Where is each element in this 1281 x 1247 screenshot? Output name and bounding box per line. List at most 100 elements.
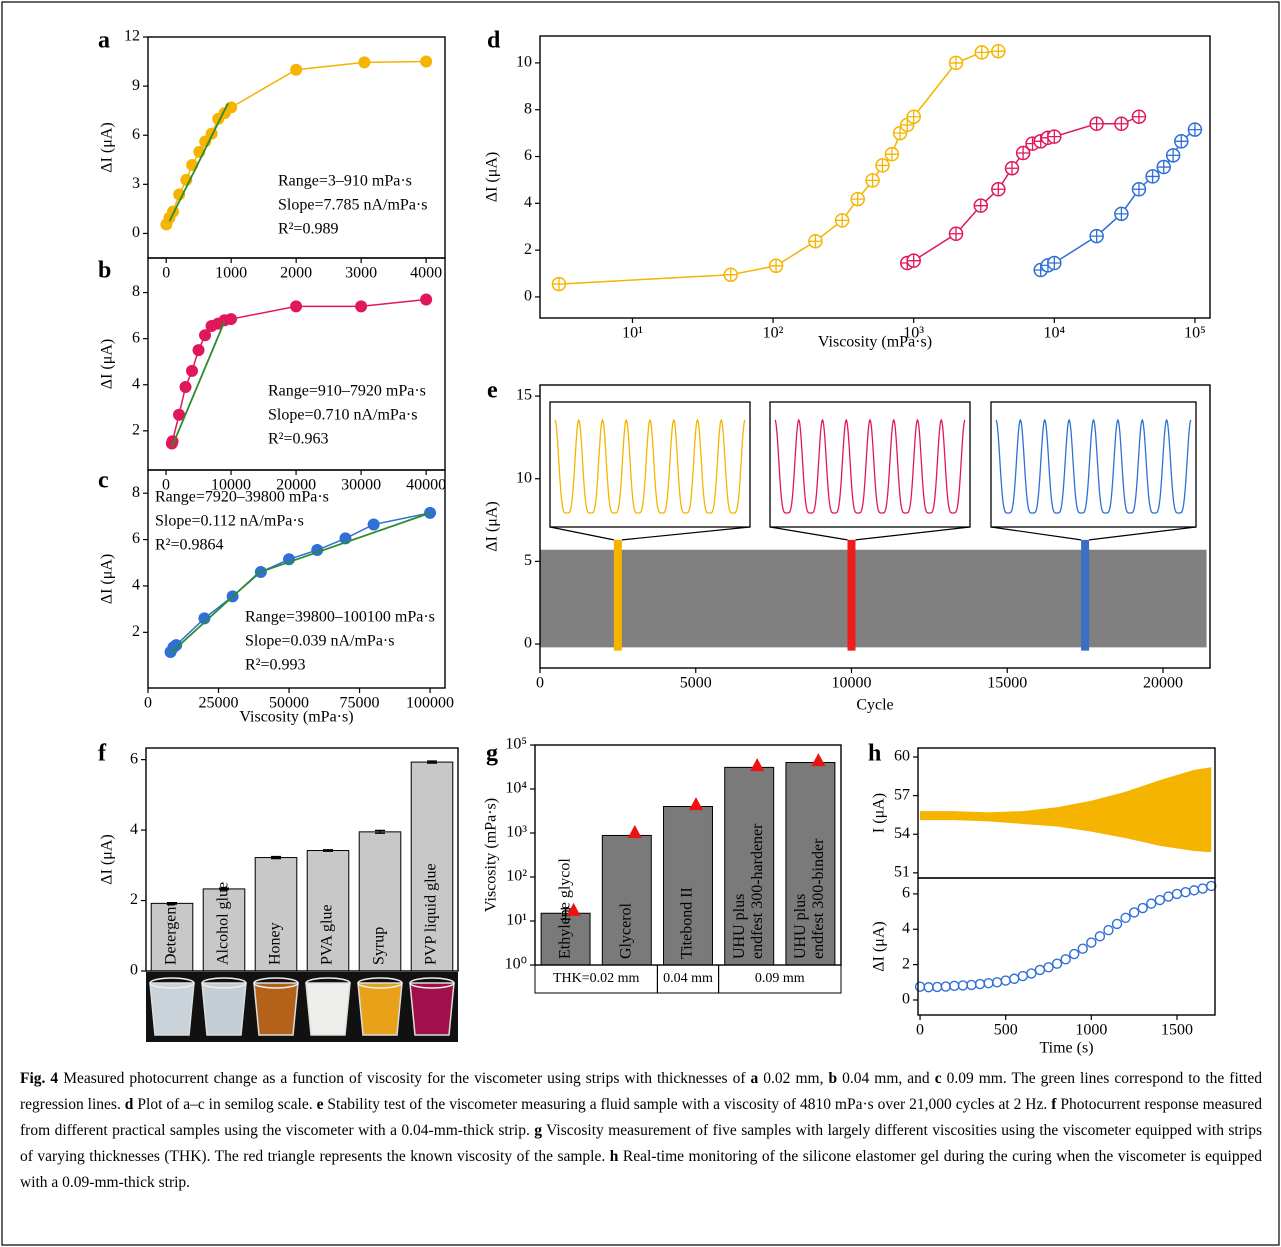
sample-cup	[201, 982, 247, 1036]
thickness-label: 0.09 mm	[755, 971, 805, 986]
panel-label: e	[487, 378, 498, 404]
x-tick-label: 500	[994, 1022, 1018, 1039]
y-tick-label: 0	[132, 224, 140, 241]
x-tick-label: 40000	[406, 477, 446, 494]
marker-cross	[876, 158, 889, 172]
y-tick-label: 6	[130, 750, 138, 767]
bar	[358, 831, 402, 972]
marker-cross	[1090, 229, 1104, 243]
inset-waveform	[774, 418, 966, 514]
marker-cross	[907, 110, 921, 124]
thickness-row	[534, 964, 842, 994]
marker-cross	[974, 199, 988, 213]
caption-run: Viscosity measurement of five samples wi…	[20, 1122, 1262, 1165]
y-tick-label: 4	[524, 194, 532, 211]
marker-cross	[1016, 146, 1030, 160]
caption-run: c	[934, 1070, 942, 1087]
inset-connector	[549, 526, 614, 541]
sample-cup	[253, 982, 299, 1036]
cycle-marker	[1081, 539, 1090, 651]
data-point	[966, 979, 977, 991]
caption-run: d	[124, 1096, 134, 1113]
data-point	[974, 978, 986, 990]
cup-rim	[305, 977, 351, 989]
inset-waveform	[554, 418, 746, 514]
x-axis-title: Time (s)	[1039, 1040, 1093, 1057]
caption-run: Measured photocurrent change as a functi…	[58, 1070, 751, 1087]
x-tick-label: 1000	[215, 265, 247, 282]
data-point	[1026, 968, 1037, 979]
marker-cross	[991, 44, 1005, 58]
annotation: Slope=0.112 nA/mPa·s	[155, 513, 304, 530]
data-point	[420, 55, 433, 68]
x-tick-label: 0	[144, 695, 152, 712]
data-point	[957, 980, 969, 991]
inset-frame	[990, 401, 1197, 528]
marker-cross	[1146, 169, 1160, 183]
cycle-marker	[613, 539, 622, 651]
y-tick-label: 0	[130, 962, 138, 979]
x-tick-label: 10³	[903, 325, 924, 342]
y-tick-label: 9	[132, 77, 140, 94]
annotation: Range=7920–39800 mPa·s	[155, 489, 329, 506]
caption-run: 0.09 mm. The green lines correspond to t…	[20, 1070, 1262, 1113]
caption: Fig. 4 Measured photocurrent change as a…	[20, 1066, 1262, 1196]
y-axis-title: ΔI (μA)	[99, 834, 116, 884]
y-tick-label: 6	[902, 885, 910, 902]
y-tick-label: 10⁵	[505, 736, 527, 753]
marker-cross	[900, 118, 914, 132]
error-bar	[167, 902, 177, 905]
data-point	[1180, 886, 1191, 898]
category-label: Alcohol glue	[215, 882, 232, 965]
caption-run: 0.02 mm,	[758, 1070, 829, 1087]
series-line	[169, 512, 431, 653]
data-point	[1086, 937, 1097, 948]
marker-cross	[835, 213, 849, 227]
x-tick-label: 5000	[680, 675, 712, 692]
y-axis-title: ΔI (μA)	[99, 554, 116, 604]
data-point	[1060, 954, 1071, 965]
marker-cross	[769, 259, 783, 273]
y-tick-label: 10	[516, 54, 532, 71]
sample-cup	[149, 982, 195, 1036]
panel-label: d	[487, 28, 501, 54]
plot-frame	[147, 469, 446, 689]
error-bar	[271, 855, 281, 860]
y-axis-title: Viscosity (mPa·s)	[483, 798, 500, 912]
annotation: Range=3–910 mPa·s	[278, 173, 412, 190]
sample-cup	[305, 982, 351, 1036]
x-tick-label: 0	[162, 477, 170, 494]
y-tick-label: 4	[902, 920, 910, 937]
x-tick-label: 3000	[345, 265, 377, 282]
caption-run: a	[750, 1070, 759, 1087]
x-tick-label: 4000	[410, 265, 442, 282]
data-point	[983, 977, 994, 989]
data-point	[931, 981, 943, 993]
y-tick-label: 6	[132, 126, 140, 143]
annotation: Range=39800–100100 mPa·s	[245, 609, 435, 626]
marker-cross	[975, 45, 989, 59]
fit-line	[259, 512, 431, 573]
cup-rim	[149, 977, 195, 989]
sample-cup	[357, 982, 403, 1036]
band-area	[920, 767, 1212, 853]
cup-rim	[409, 977, 455, 989]
data-point	[940, 981, 951, 992]
marker-cross	[907, 254, 921, 268]
data-point	[290, 63, 303, 76]
category-label: Honey	[267, 922, 284, 965]
annotation: Slope=7.785 nA/mPa·s	[278, 197, 427, 214]
x-tick-label: 10000	[211, 477, 251, 494]
y-tick-label: 0	[524, 635, 532, 652]
y-tick-label: 2	[902, 955, 910, 972]
category-label: Glycerol	[617, 902, 634, 959]
data-point	[1103, 924, 1114, 936]
marker-cross	[1132, 110, 1146, 124]
thickness-label: 0.04 mm	[663, 971, 713, 986]
marker-cross	[808, 234, 822, 248]
caption-run: f	[1051, 1096, 1057, 1113]
photo-strip	[146, 972, 458, 1042]
data-point	[1197, 883, 1208, 894]
cup-rim	[357, 977, 403, 989]
x-tick-label: 1500	[1161, 1022, 1193, 1039]
